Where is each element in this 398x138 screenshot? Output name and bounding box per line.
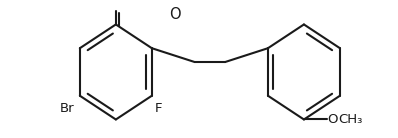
Text: Br: Br xyxy=(59,102,74,115)
Text: CH₃: CH₃ xyxy=(339,113,363,126)
Text: O: O xyxy=(170,7,181,22)
Text: F: F xyxy=(155,102,162,115)
Text: O: O xyxy=(328,113,338,126)
